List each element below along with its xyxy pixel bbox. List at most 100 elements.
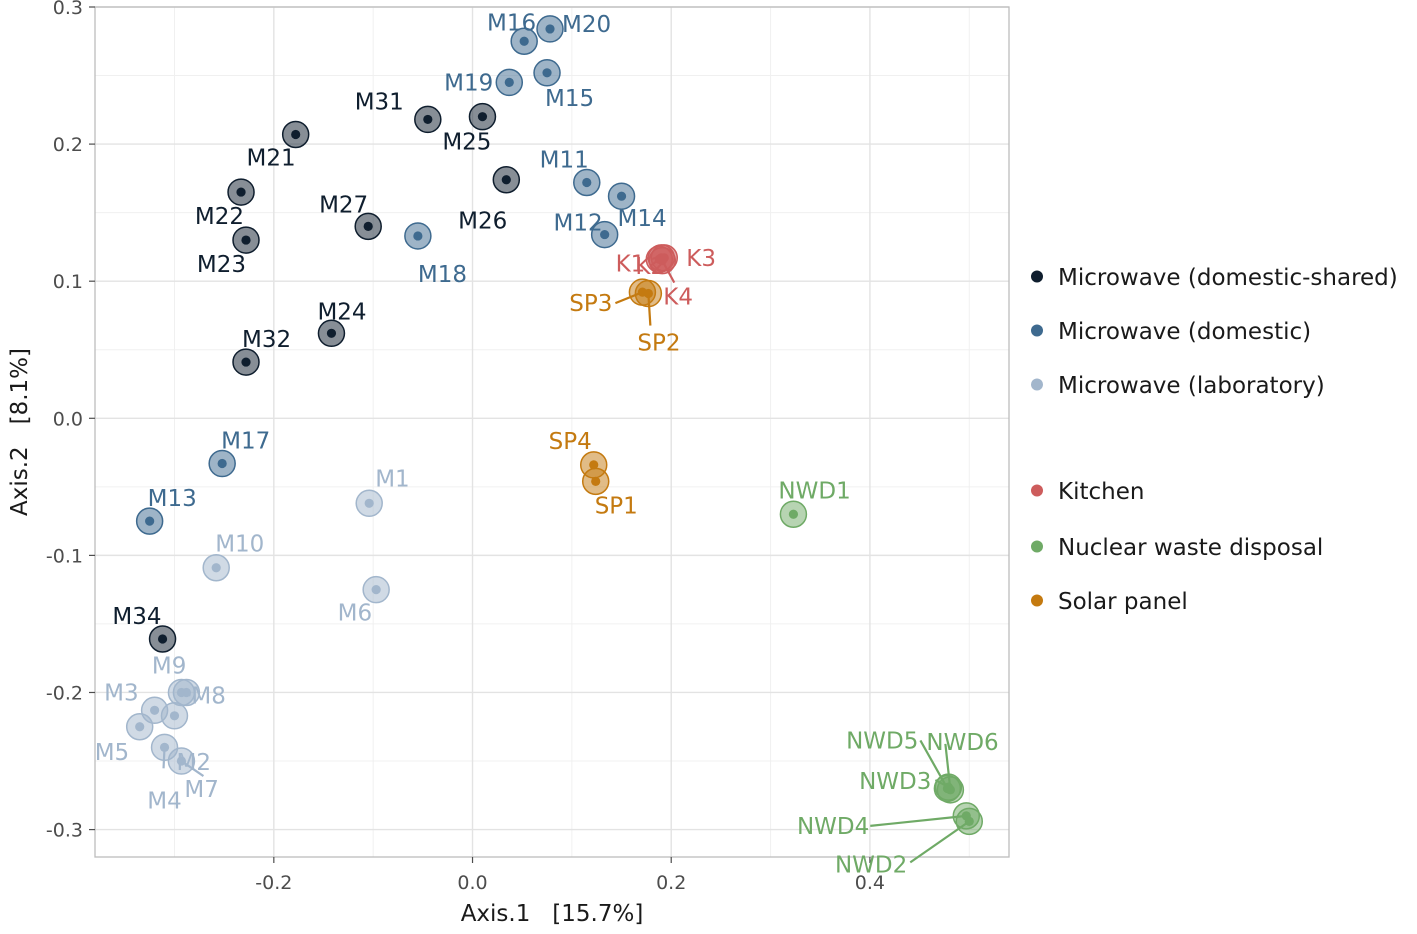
point-label-k1: K1 <box>616 251 646 277</box>
point-label-m15: M15 <box>545 86 594 112</box>
leader-line-nwd4 <box>870 814 967 827</box>
point-core <box>591 476 601 486</box>
point-core <box>657 256 667 266</box>
point-label-m32: M32 <box>242 327 291 353</box>
point-core <box>542 68 552 78</box>
data-point-nwd1 <box>779 500 808 529</box>
point-label-k4: K4 <box>663 285 693 311</box>
data-point-m26 <box>492 165 521 194</box>
point-label-sp4: SP4 <box>549 429 592 455</box>
point-label-sp3: SP3 <box>569 291 612 317</box>
point-label-m16: M16 <box>487 10 536 36</box>
point-label-m22: M22 <box>195 204 244 230</box>
data-point-m14 <box>607 182 636 210</box>
data-point-m15 <box>533 59 561 87</box>
legend-key <box>1031 484 1043 497</box>
data-point-m27 <box>354 212 382 241</box>
data-point-m32 <box>232 348 260 376</box>
point-label-m23: M23 <box>197 252 246 278</box>
point-label-nwd2: NWD2 <box>835 852 907 878</box>
point-label-m34: M34 <box>112 604 161 630</box>
point-core <box>945 785 955 795</box>
y-axis-title: Axis.2 [8.1%] <box>7 348 33 516</box>
point-core <box>157 634 168 644</box>
point-core <box>363 221 373 231</box>
point-label-m21: M21 <box>247 146 296 172</box>
legend-key <box>1031 594 1043 607</box>
point-label-k3: K3 <box>686 246 716 272</box>
data-point-m23 <box>232 226 260 254</box>
point-core <box>211 563 221 573</box>
point-core <box>600 229 610 240</box>
point-core <box>217 458 227 469</box>
point-core <box>371 585 381 595</box>
point-label-k2: K2 <box>635 254 665 280</box>
point-label-m9: M9 <box>152 653 186 679</box>
legend-label: Nuclear waste disposal <box>1058 535 1323 561</box>
y-tick-label: -0.1 <box>46 545 83 567</box>
point-label-m5: M5 <box>95 740 129 766</box>
point-label-m13: M13 <box>148 486 197 512</box>
legend-label: Microwave (laboratory) <box>1058 373 1325 399</box>
point-core <box>135 722 145 732</box>
data-point-m21 <box>281 120 310 149</box>
point-label-m7: M7 <box>184 777 218 803</box>
data-point-m18 <box>404 222 432 250</box>
data-point-m22 <box>227 178 255 206</box>
data-point-m2 <box>160 702 189 730</box>
point-label-m26: M26 <box>458 209 507 235</box>
point-core <box>423 114 433 125</box>
data-point-m19 <box>495 68 524 97</box>
data-point-m7 <box>167 747 196 775</box>
point-core <box>145 516 155 526</box>
point-core <box>504 77 514 88</box>
point-core <box>236 187 246 197</box>
y-tick-label: -0.2 <box>46 682 83 704</box>
point-core <box>477 112 488 122</box>
point-core <box>176 756 187 766</box>
data-point-m12 <box>590 220 619 249</box>
point-core <box>519 36 529 46</box>
point-core <box>326 328 337 338</box>
legend-key <box>1031 270 1043 283</box>
point-label-nwd3: NWD3 <box>859 769 931 795</box>
legend-label: Solar panel <box>1058 589 1188 615</box>
data-point-m10 <box>202 553 230 582</box>
point-label-m12: M12 <box>554 211 603 237</box>
data-point-m25 <box>468 102 497 131</box>
y-tick-label: 0.0 <box>53 408 83 430</box>
data-point-m1 <box>355 489 383 518</box>
legend-key <box>1031 324 1043 337</box>
x-axis-title: Axis.1 [15.7%] <box>461 901 644 927</box>
point-core <box>150 705 160 715</box>
point-label-m10: M10 <box>215 532 264 558</box>
data-point-sp2 <box>634 279 663 308</box>
point-label-m1: M1 <box>375 466 409 492</box>
point-label-nwd6: NWD6 <box>926 730 998 756</box>
point-label-m19: M19 <box>444 70 493 96</box>
point-core <box>545 24 555 34</box>
plot-panel-border <box>94 6 1010 858</box>
x-tick-label: 0.0 <box>457 872 487 894</box>
legend-key <box>1031 378 1043 391</box>
point-core <box>413 231 423 241</box>
point-label-m6: M6 <box>338 601 372 627</box>
point-core <box>501 175 511 185</box>
data-point-m11 <box>573 168 601 197</box>
point-label-m25: M25 <box>442 130 491 156</box>
point-core <box>291 129 301 140</box>
point-labels: M20 M16 M15 M19 M31 M25 M21 M26 M11 M14 M22 M27 M12 M… <box>95 10 999 878</box>
legend-key <box>1031 540 1043 553</box>
point-label-nwd5: NWD5 <box>846 728 918 754</box>
y-tick-label: 0.1 <box>53 271 83 293</box>
data-point-m24 <box>317 319 346 348</box>
data-point-nwd6 <box>936 776 965 804</box>
legend-item-dom: Microwave (domestic) <box>1031 319 1311 345</box>
point-label-m18: M18 <box>418 262 467 288</box>
point-label-m27: M27 <box>319 192 368 218</box>
point-core <box>159 742 170 752</box>
data-point-m13 <box>135 507 164 535</box>
data-point-m16 <box>510 27 538 56</box>
legend: Microwave (domestic-shared) Microwave (do… <box>1031 265 1398 615</box>
